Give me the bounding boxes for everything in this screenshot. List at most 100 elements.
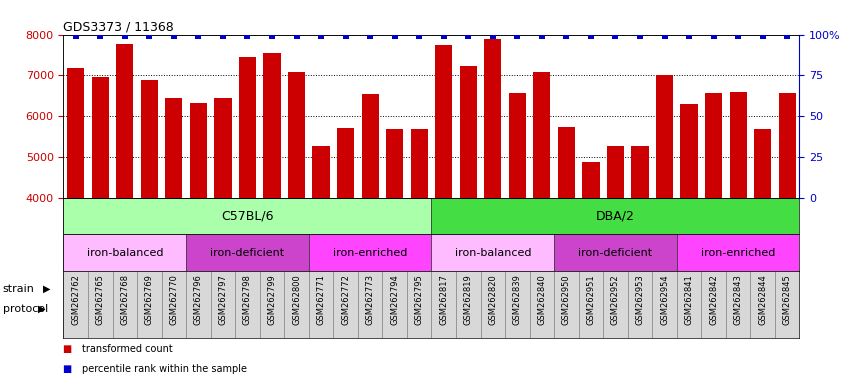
Text: GSM262952: GSM262952 xyxy=(611,274,620,325)
Text: iron-enriched: iron-enriched xyxy=(701,248,775,258)
Text: DBA/2: DBA/2 xyxy=(596,210,634,223)
Text: GSM262844: GSM262844 xyxy=(758,274,767,325)
Bar xyxy=(333,271,358,338)
Text: GSM262843: GSM262843 xyxy=(733,274,743,325)
Bar xyxy=(680,104,698,198)
Bar xyxy=(63,198,431,234)
Bar xyxy=(579,271,603,338)
Text: GSM262954: GSM262954 xyxy=(660,274,669,325)
Bar xyxy=(288,72,305,198)
Text: GSM262819: GSM262819 xyxy=(464,274,473,325)
Bar xyxy=(214,98,232,198)
Bar xyxy=(754,129,772,198)
Bar xyxy=(530,271,554,338)
Bar xyxy=(382,271,407,338)
Bar xyxy=(701,271,726,338)
Bar xyxy=(63,234,186,271)
Text: GSM262762: GSM262762 xyxy=(71,274,80,325)
Text: GSM262798: GSM262798 xyxy=(243,274,252,325)
Text: GSM262770: GSM262770 xyxy=(169,274,179,325)
Bar xyxy=(190,103,207,198)
Bar xyxy=(235,271,260,338)
Bar xyxy=(554,271,579,338)
Text: GSM262951: GSM262951 xyxy=(586,274,596,325)
Bar xyxy=(484,40,502,198)
Bar xyxy=(162,271,186,338)
Text: GSM262841: GSM262841 xyxy=(684,274,694,325)
Text: percentile rank within the sample: percentile rank within the sample xyxy=(82,364,247,374)
Text: GSM262817: GSM262817 xyxy=(439,274,448,325)
Bar xyxy=(309,271,333,338)
Bar xyxy=(67,68,85,198)
Bar xyxy=(361,94,379,198)
Bar xyxy=(186,234,309,271)
Bar xyxy=(407,271,431,338)
Bar xyxy=(607,146,624,198)
Bar xyxy=(603,271,628,338)
Bar xyxy=(435,45,453,198)
Bar xyxy=(481,271,505,338)
Bar xyxy=(726,271,750,338)
Text: GSM262772: GSM262772 xyxy=(341,274,350,325)
Bar xyxy=(508,93,526,198)
Bar xyxy=(554,234,677,271)
Text: GSM262796: GSM262796 xyxy=(194,274,203,325)
Bar xyxy=(459,66,477,198)
Text: GSM262765: GSM262765 xyxy=(96,274,105,325)
Bar xyxy=(284,271,309,338)
Bar xyxy=(312,146,330,198)
Bar xyxy=(410,129,428,198)
Bar xyxy=(358,271,382,338)
Text: ■: ■ xyxy=(63,364,76,374)
Text: GSM262839: GSM262839 xyxy=(513,274,522,325)
Bar xyxy=(309,234,431,271)
Bar xyxy=(113,271,137,338)
Text: ■: ■ xyxy=(63,344,76,354)
Text: GSM262771: GSM262771 xyxy=(316,274,326,325)
Text: GSM262845: GSM262845 xyxy=(783,274,792,325)
Bar xyxy=(211,271,235,338)
Text: strain: strain xyxy=(3,284,35,294)
Bar xyxy=(677,271,701,338)
Bar xyxy=(263,53,281,198)
Text: GSM262840: GSM262840 xyxy=(537,274,547,325)
Text: GDS3373 / 11368: GDS3373 / 11368 xyxy=(63,20,174,33)
Bar xyxy=(505,271,530,338)
Bar xyxy=(431,198,799,234)
Bar xyxy=(431,234,554,271)
Text: iron-deficient: iron-deficient xyxy=(579,248,652,258)
Text: protocol: protocol xyxy=(3,304,47,314)
Bar xyxy=(750,271,775,338)
Bar xyxy=(628,271,652,338)
Bar xyxy=(431,271,456,338)
Text: GSM262799: GSM262799 xyxy=(267,274,277,325)
Bar xyxy=(116,45,134,198)
Bar xyxy=(88,271,113,338)
Text: GSM262797: GSM262797 xyxy=(218,274,228,325)
Bar xyxy=(91,77,109,198)
Bar xyxy=(386,129,404,198)
Bar xyxy=(165,98,183,198)
Bar xyxy=(63,271,88,338)
Text: transformed count: transformed count xyxy=(82,344,173,354)
Bar xyxy=(652,271,677,338)
Text: GSM262773: GSM262773 xyxy=(365,274,375,325)
Bar xyxy=(137,271,162,338)
Text: GSM262795: GSM262795 xyxy=(415,274,424,325)
Bar xyxy=(533,72,551,198)
Bar xyxy=(656,75,673,198)
Text: GSM262768: GSM262768 xyxy=(120,274,129,325)
Bar xyxy=(729,92,747,198)
Text: GSM262842: GSM262842 xyxy=(709,274,718,325)
Text: GSM262950: GSM262950 xyxy=(562,274,571,325)
Text: GSM262794: GSM262794 xyxy=(390,274,399,325)
Bar xyxy=(239,58,256,198)
Text: iron-enriched: iron-enriched xyxy=(333,248,407,258)
Text: ▶: ▶ xyxy=(38,304,46,314)
Text: ▶: ▶ xyxy=(43,284,51,294)
Text: C57BL/6: C57BL/6 xyxy=(221,210,274,223)
Text: GSM262769: GSM262769 xyxy=(145,274,154,325)
Text: iron-balanced: iron-balanced xyxy=(454,248,531,258)
Bar xyxy=(140,80,158,198)
Bar xyxy=(186,271,211,338)
